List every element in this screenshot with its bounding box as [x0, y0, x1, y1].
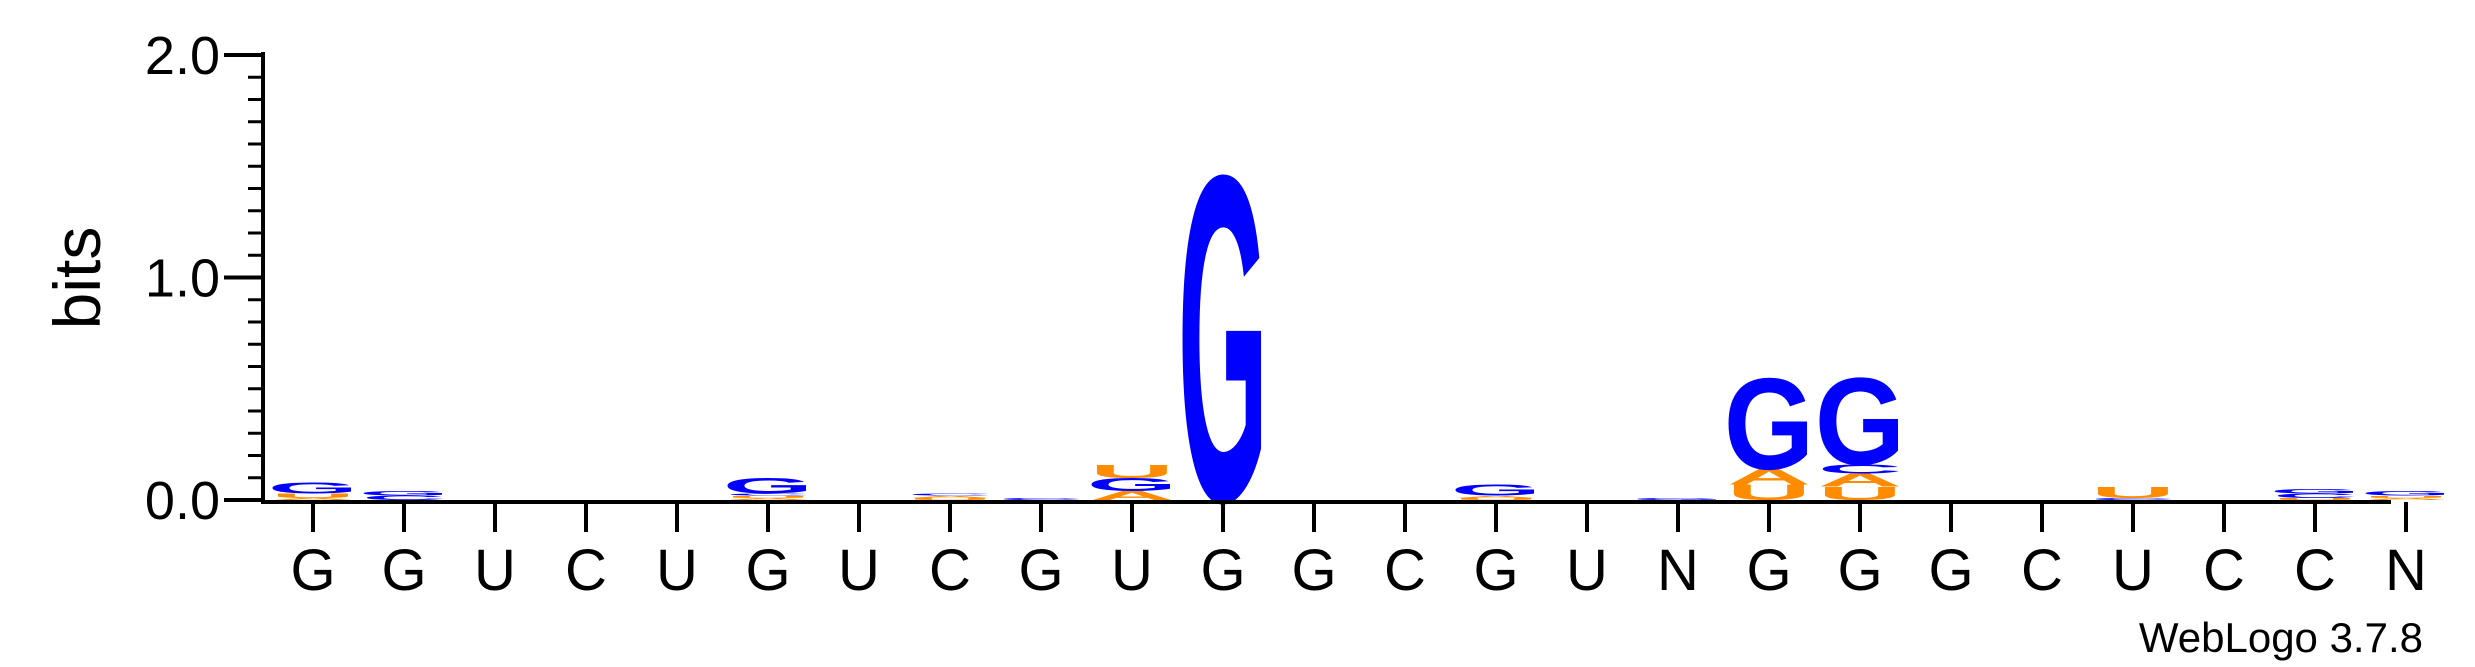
logo-letter-C: C: [2091, 497, 2175, 500]
x-tick-label: C: [2021, 538, 2063, 603]
x-tick-label: N: [2385, 538, 2427, 603]
y-tick-label: 2.0: [145, 26, 220, 86]
logo-letter-U: U: [2091, 484, 2175, 501]
logo-letter-G: G: [2270, 488, 2360, 495]
logo-letter-U: U: [1818, 483, 1902, 504]
x-tick-label: G: [1200, 538, 1245, 603]
x-tick-label: G: [1746, 538, 1791, 603]
logo-letter-A: A: [2364, 497, 2448, 500]
x-tick-label: C: [565, 538, 607, 603]
logo-letter-A: A: [1818, 470, 1902, 491]
logo-letter-G: G: [1633, 497, 1723, 500]
logo-letter-G: G: [723, 474, 814, 498]
x-tick-label: C: [1384, 538, 1426, 603]
logo-letter-G: G: [1087, 474, 1177, 495]
logo-letter-G: G: [359, 490, 449, 497]
y-axis-ticks: 0.0 1.0 2.0: [145, 26, 263, 531]
x-tick-label: U: [838, 538, 880, 603]
x-tick-label: U: [2112, 538, 2154, 603]
logo-letter-U: U: [908, 497, 992, 500]
y-tick-label: 1.0: [145, 249, 220, 309]
x-tick-label: G: [1291, 538, 1336, 603]
logo-letter-C: C: [908, 493, 992, 496]
logo-letter-G: G: [2361, 490, 2451, 497]
x-tick-label: N: [1657, 538, 1699, 603]
logo-letter-C: C: [362, 494, 446, 501]
logo-letter-C: C: [2273, 492, 2357, 499]
weblogo-credit: WebLogo 3.7.8: [2139, 614, 2423, 661]
logo-letter-U: U: [2364, 495, 2448, 498]
logo-letter-A: A: [908, 495, 992, 498]
x-tick-label: G: [1018, 538, 1063, 603]
logo-letter-C: C: [1818, 462, 1902, 476]
x-tick-label: C: [2294, 538, 2336, 603]
logo-letter-A: A: [271, 497, 355, 500]
logo-letter-A: A: [1454, 495, 1538, 498]
y-axis-label: bits: [40, 227, 114, 330]
x-tick-label: C: [929, 538, 971, 603]
logo-letter-U: U: [726, 495, 810, 498]
x-tick-label: U: [656, 538, 698, 603]
x-tick-label: G: [1928, 538, 1973, 603]
logo-letter-G: G: [268, 479, 359, 496]
x-tick-label: G: [1473, 538, 1518, 603]
logo-letter-U: U: [2273, 497, 2357, 500]
logo-letter-A: A: [726, 497, 810, 500]
x-tick-label: C: [2203, 538, 2245, 603]
logo-letter-A: A: [1727, 465, 1811, 489]
logo-letter-A: A: [1090, 489, 1174, 503]
x-tick-label: G: [381, 538, 426, 603]
logo-letter-U: U: [271, 492, 355, 499]
x-tick-label: G: [290, 538, 335, 603]
logo-letter-G: G: [1815, 352, 1905, 491]
x-tick-label: G: [1837, 538, 1882, 603]
logo-letter-C: C: [726, 493, 810, 496]
y-tick-label: 0.0: [145, 471, 220, 531]
logo-letter-G: G: [1451, 482, 1542, 499]
logo-letter-U: U: [1090, 461, 1174, 482]
x-tick-label: U: [1566, 538, 1608, 603]
x-tick-label: G: [745, 538, 790, 603]
logo-letter-C: C: [999, 497, 1083, 500]
logo-letter-U: U: [1454, 497, 1538, 500]
x-tick-label: U: [1111, 538, 1153, 603]
x-tick-label: U: [474, 538, 516, 603]
logo-letter-G: G: [1724, 352, 1815, 498]
